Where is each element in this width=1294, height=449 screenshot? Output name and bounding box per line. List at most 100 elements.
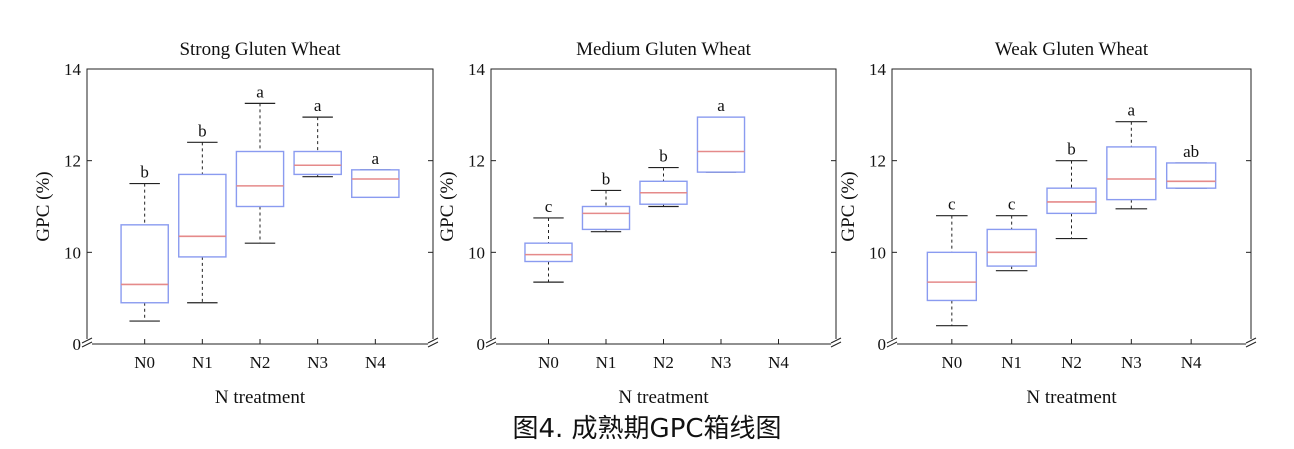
x-tick-label: N3 <box>307 353 328 372</box>
x-tick-label: N3 <box>711 353 732 372</box>
box-n4: ab <box>1165 142 1217 189</box>
y-tick-label: 10 <box>64 243 81 262</box>
y-tick-label: 14 <box>64 60 82 79</box>
box-n3: a <box>696 96 746 173</box>
y-tick-label: 14 <box>468 60 486 79</box>
box-n2: a <box>235 82 285 244</box>
significance-letter: c <box>948 195 956 214</box>
y-tick-label: 12 <box>869 152 886 171</box>
box-n0: c <box>926 195 978 327</box>
iqr-box <box>696 116 746 173</box>
axis-break-gap <box>887 339 897 345</box>
iqr-box <box>524 242 573 263</box>
iqr-box <box>1165 162 1217 189</box>
y-axis-label: GPC (%) <box>437 171 458 241</box>
axis-break-mark <box>830 337 842 344</box>
iqr-box <box>1106 146 1157 201</box>
iqr-box <box>178 173 227 258</box>
box-n1: b <box>178 121 227 304</box>
significance-letter: b <box>140 163 149 182</box>
x-tick-label: N1 <box>192 353 213 372</box>
iqr-box <box>986 228 1037 267</box>
x-axis-label: N treatment <box>215 387 306 408</box>
iqr-box <box>581 205 631 231</box>
significance-letter: a <box>717 96 725 115</box>
axis-break-mark <box>886 337 898 344</box>
box-n3: a <box>293 96 342 178</box>
axis-break-gap <box>1246 339 1256 345</box>
chart-panel-1: Strong Gluten Wheat 14 12 10 0 GPC (%) N treat… <box>33 39 439 408</box>
x-tick-label: N4 <box>365 353 386 372</box>
significance-letter: c <box>545 197 553 216</box>
x-tick-label: N2 <box>1061 353 1082 372</box>
significance-letter: b <box>659 147 668 166</box>
axis-break-mark <box>81 337 93 344</box>
x-tick-label: N3 <box>1121 353 1142 372</box>
iqr-box <box>120 224 169 304</box>
x-tick-label: N4 <box>1181 353 1202 372</box>
y-tick-label: 12 <box>64 152 81 171</box>
x-tick-label: N1 <box>1001 353 1022 372</box>
y-tick-label: 10 <box>468 243 485 262</box>
axis-break-gap <box>486 339 496 345</box>
significance-letter: c <box>1008 195 1016 214</box>
box-n0: b <box>120 163 169 322</box>
axis-break-mark <box>485 337 497 344</box>
x-tick-label: N2 <box>653 353 674 372</box>
significance-letter: b <box>1067 140 1076 159</box>
y-tick-label: 0 <box>477 335 486 354</box>
axis-break-gap <box>82 339 92 345</box>
significance-letter: a <box>372 149 380 168</box>
iqr-box <box>235 150 285 208</box>
box-n1: c <box>986 195 1037 272</box>
chart-title: Weak Gluten Wheat <box>995 39 1149 60</box>
y-tick-label: 12 <box>468 152 485 171</box>
significance-letter: a <box>314 96 322 115</box>
y-tick-label: 10 <box>869 243 886 262</box>
axis-break-mark <box>830 341 842 348</box>
chart-panel-3: Weak Gluten Wheat 14 12 10 0 GPC (%) N treatme… <box>838 39 1257 408</box>
x-tick-label: N0 <box>538 353 559 372</box>
x-axis-label: N treatment <box>618 387 709 408</box>
significance-letter: b <box>198 121 207 140</box>
y-tick-label: 14 <box>869 60 887 79</box>
axis-break-mark <box>485 341 497 348</box>
significance-letter: b <box>602 169 611 188</box>
y-tick-label: 0 <box>73 335 82 354</box>
x-tick-label: N0 <box>941 353 962 372</box>
axis-break-mark <box>886 341 898 348</box>
iqr-box <box>293 150 342 176</box>
axis-break-mark <box>427 341 439 348</box>
axis-break-mark <box>427 337 439 344</box>
box-n4: a <box>351 149 400 199</box>
iqr-box <box>926 251 978 302</box>
chart-title: Strong Gluten Wheat <box>179 39 341 60</box>
chart-title: Medium Gluten Wheat <box>576 39 752 60</box>
y-axis-label: GPC (%) <box>838 171 859 241</box>
box-n0: c <box>524 197 573 283</box>
iqr-box <box>351 169 400 199</box>
axis-break-mark <box>1245 337 1257 344</box>
box-n1: b <box>581 169 631 233</box>
significance-letter: a <box>1128 101 1136 120</box>
x-tick-label: N4 <box>768 353 789 372</box>
figure-caption: 图4. 成熟期GPC箱线图 <box>512 414 782 444</box>
box-n2: b <box>639 147 688 208</box>
chart-panel-2: Medium Gluten Wheat 14 12 10 0 GPC (%) N treat… <box>437 39 842 408</box>
box-n3: a <box>1106 101 1157 210</box>
y-axis-label: GPC (%) <box>33 171 54 241</box>
axis-break-mark <box>1245 341 1257 348</box>
x-tick-label: N0 <box>134 353 155 372</box>
significance-letter: ab <box>1183 142 1199 161</box>
axis-break-gap <box>428 339 438 345</box>
y-tick-label: 0 <box>878 335 887 354</box>
axis-break-gap <box>831 339 841 345</box>
axis-break-mark <box>81 341 93 348</box>
box-n2: b <box>1046 140 1097 240</box>
x-tick-label: N1 <box>596 353 617 372</box>
iqr-box <box>1046 187 1097 215</box>
x-axis-label: N treatment <box>1026 387 1117 408</box>
significance-letter: a <box>256 82 264 101</box>
x-tick-label: N2 <box>250 353 271 372</box>
